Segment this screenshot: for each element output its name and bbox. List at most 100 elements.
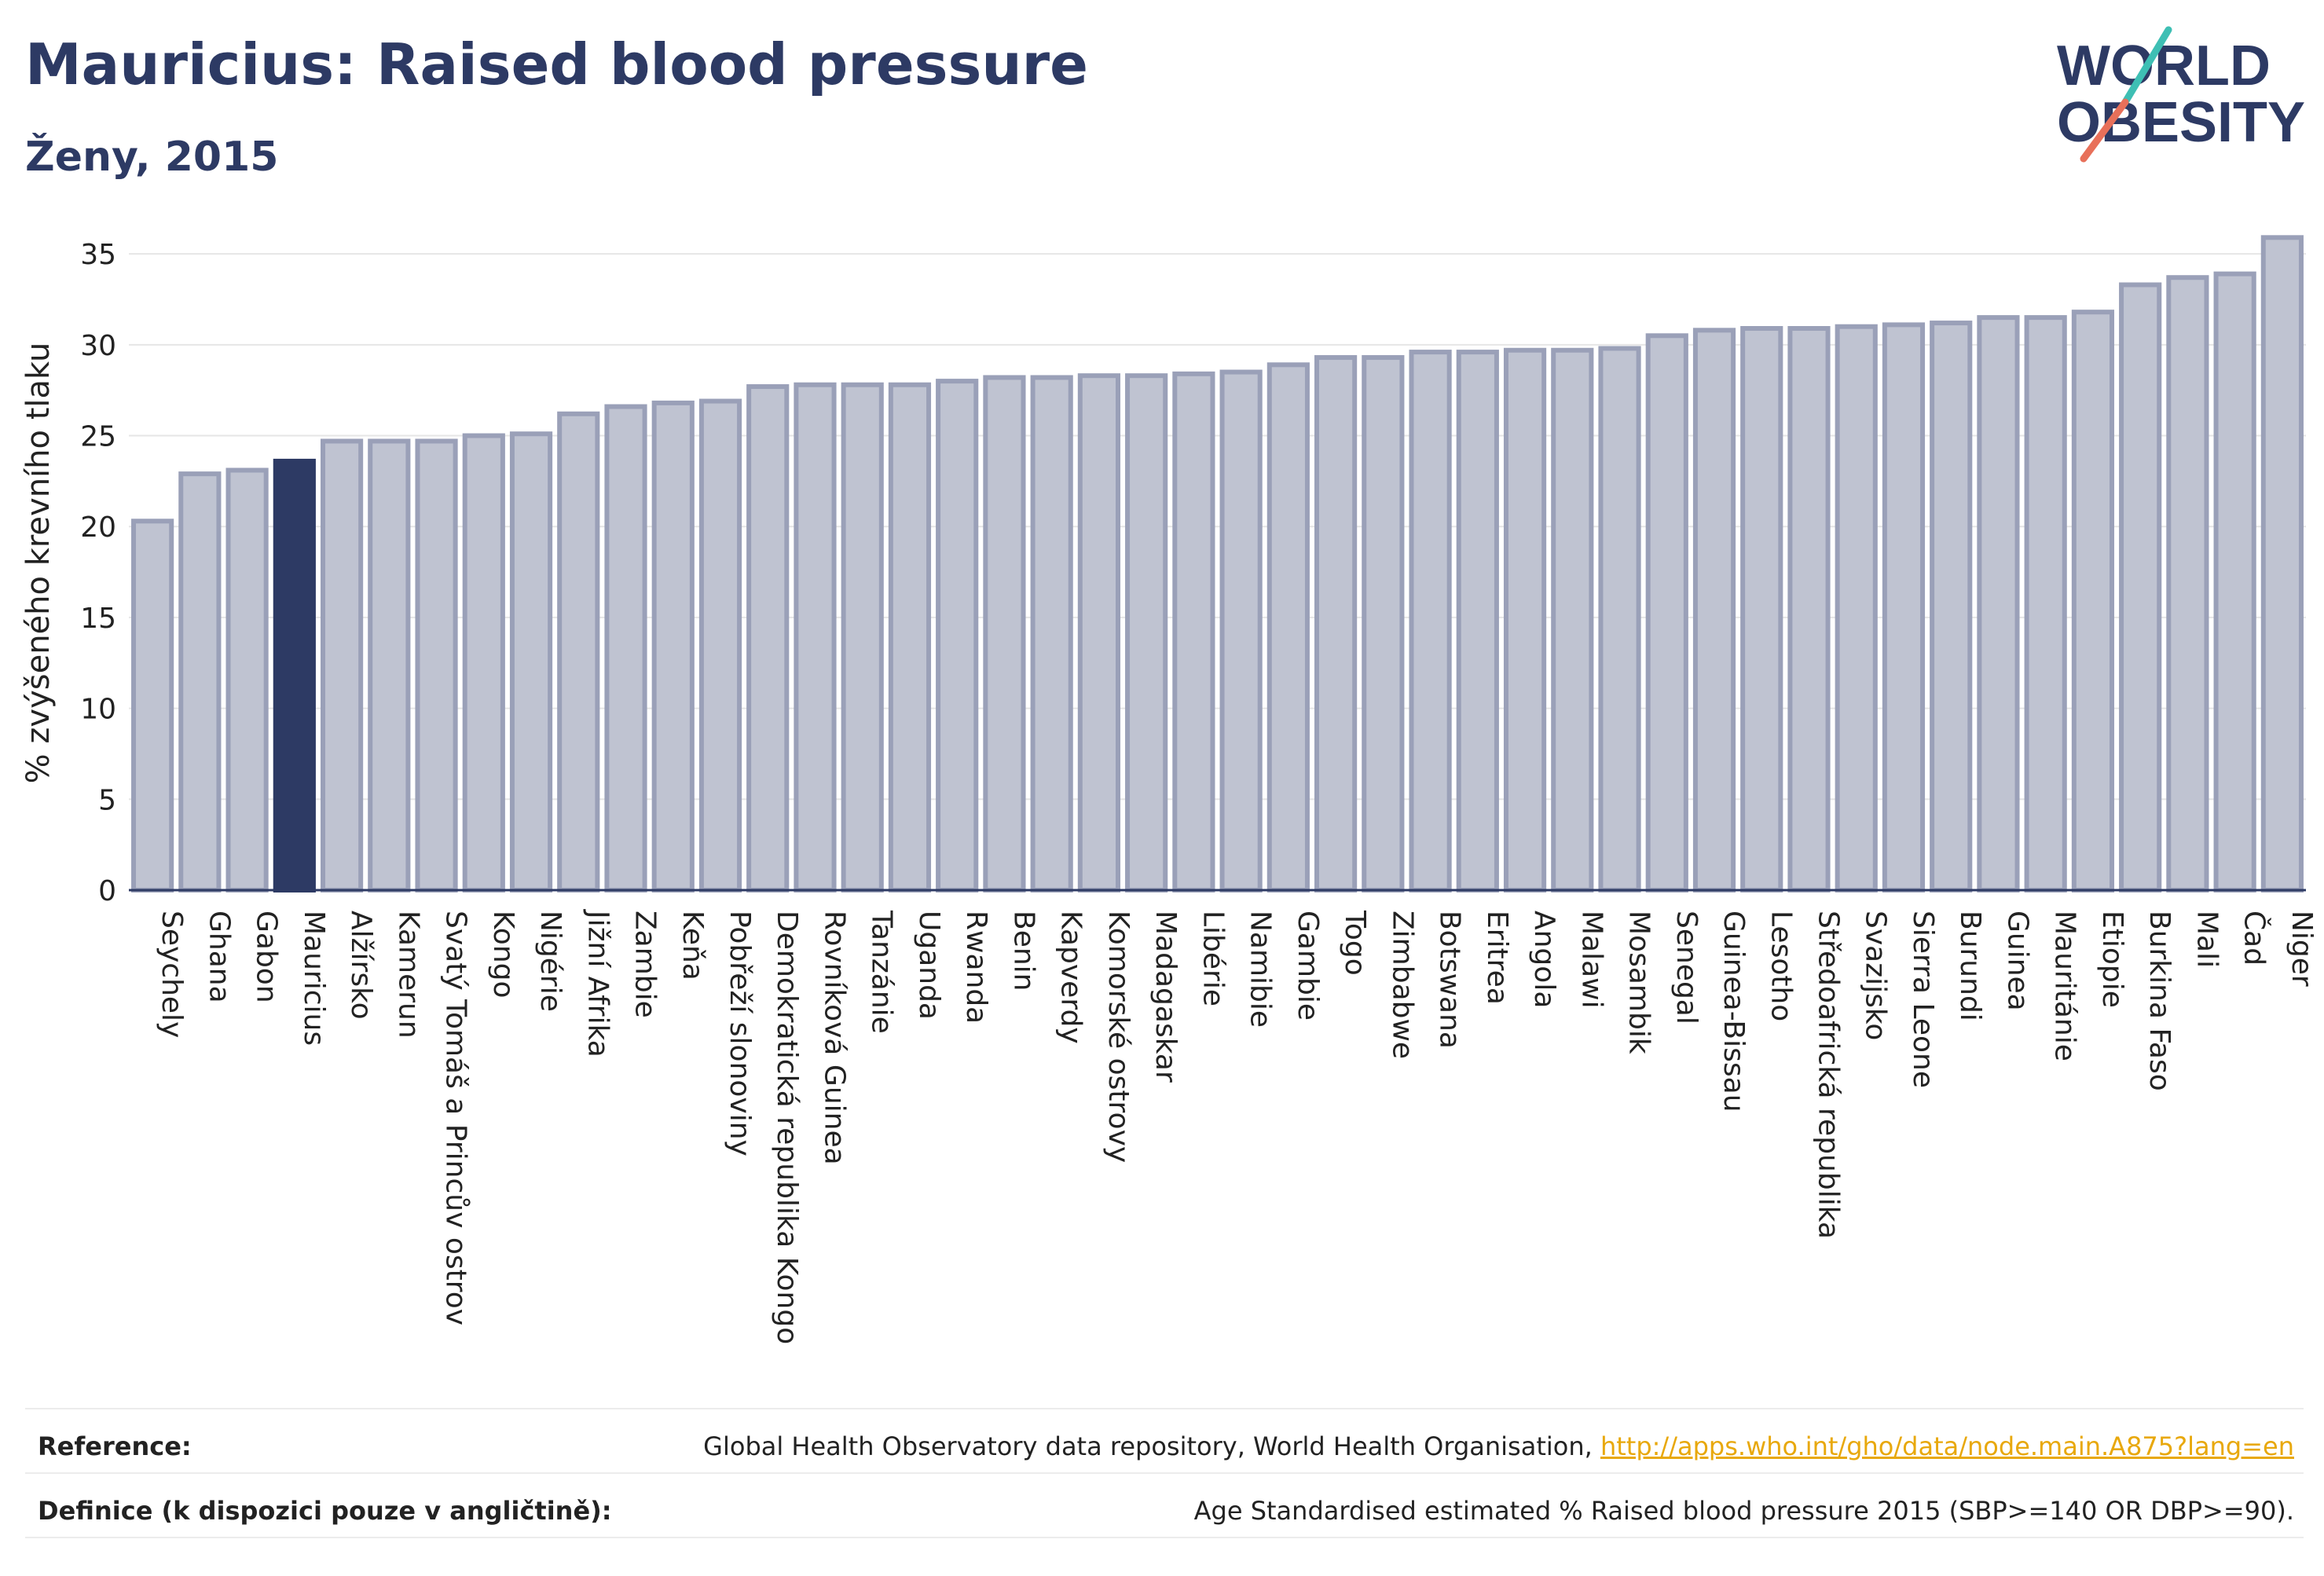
x-tick-label: Guinea	[2001, 911, 2033, 1011]
bar	[557, 411, 600, 892]
x-tick-label: Namibie	[1244, 911, 1277, 1028]
definition-text: Age Standardised estimated % Raised bloo…	[1193, 1496, 2294, 1526]
bar	[2213, 271, 2256, 892]
y-tick-label: 35	[80, 239, 116, 271]
bar	[604, 404, 647, 892]
x-tick-label: Kongo	[487, 911, 519, 999]
bar	[462, 433, 505, 892]
x-tick-label: Seychely	[156, 911, 188, 1038]
x-tick-label: Togo	[1339, 910, 1371, 976]
x-tick-label: Kamerun	[392, 911, 424, 1039]
bar	[841, 382, 884, 892]
bar	[1266, 362, 1310, 892]
x-tick-label: Zambie	[629, 911, 662, 1018]
bar	[1125, 373, 1168, 892]
page-subtitle: Ženy, 2015	[25, 134, 279, 181]
bar	[1740, 326, 1783, 892]
bar	[415, 438, 458, 892]
bar	[651, 400, 695, 892]
x-tick-label: Lesotho	[1765, 911, 1797, 1021]
x-tick-label: Mali	[2190, 911, 2223, 968]
bar	[1219, 369, 1263, 892]
x-tick-label: Libérie	[1197, 911, 1229, 1006]
y-tick-label: 30	[80, 330, 116, 362]
bar	[1409, 350, 1452, 893]
x-tick-label: Demokratická republika Kongo	[771, 911, 803, 1344]
x-tick-label: Burundi	[1954, 911, 1986, 1021]
bar	[1645, 333, 1688, 892]
bar	[1835, 324, 1878, 892]
reference-link[interactable]: http://apps.who.int/gho/data/node.main.A…	[1600, 1431, 2294, 1461]
reference-label: Reference:	[38, 1431, 192, 1461]
x-tick-label: Etiopie	[2096, 911, 2128, 1008]
x-tick-label: Svazijsko	[1860, 911, 1892, 1040]
x-tick-label: Sierra Leone	[1907, 911, 1939, 1088]
bar	[983, 375, 1026, 892]
bar	[1172, 371, 1215, 893]
bar	[1077, 373, 1120, 892]
bar	[746, 384, 790, 892]
bar	[936, 379, 979, 893]
bar	[1882, 322, 1926, 892]
bar	[1787, 326, 1831, 892]
x-tick-label: Mauritánie	[2049, 911, 2081, 1061]
bar	[888, 382, 932, 892]
logo-line1: WORLD	[2057, 35, 2271, 97]
footer-divider-top	[25, 1408, 2304, 1409]
bar	[2260, 235, 2304, 892]
reference-value: Global Health Observatory data repositor…	[703, 1431, 2294, 1461]
x-tick-label: Senegal	[1670, 911, 1703, 1024]
bar-chart: 0 5 10 15 20 25 30 35 % zvýšeného krevního tlaku…	[20, 235, 2318, 1344]
x-tick-label: Čad	[2238, 911, 2271, 966]
bar	[1314, 355, 1358, 892]
x-tick-label: Mauricius	[298, 911, 330, 1046]
bar	[1030, 375, 1073, 892]
x-tick-label: Gabon	[251, 911, 283, 1003]
bar	[178, 471, 222, 892]
bar	[368, 438, 411, 892]
bar	[1977, 315, 2020, 892]
y-tick-label: 20	[80, 511, 116, 544]
x-tick-label: Zimbabwe	[1386, 911, 1418, 1059]
x-tick-label: Eritrea	[1481, 911, 1513, 1005]
y-tick-label: 25	[80, 421, 116, 453]
x-tick-label: Niger	[2286, 911, 2318, 987]
x-tick-label: Pobřeží slonoviny	[724, 911, 756, 1156]
bar	[1551, 347, 1594, 892]
logo-accent-teal	[2121, 26, 2172, 106]
x-tick-label: Uganda	[913, 911, 945, 1020]
definition-label: Definice (k dispozici pouze v angličtině…	[38, 1496, 612, 1526]
y-tick-label: 15	[80, 603, 116, 635]
bar	[1503, 347, 1547, 892]
bar	[1692, 328, 1736, 893]
bar	[1362, 355, 1405, 892]
y-tick-label: 0	[98, 875, 116, 907]
page-title: Mauricius: Raised blood pressure	[25, 31, 1088, 97]
bar	[320, 438, 364, 892]
x-tick-label: Kapverdy	[1055, 911, 1087, 1044]
bar	[1598, 346, 1641, 892]
y-axis-label: % zvýšeného krevního tlaku	[20, 343, 57, 784]
x-tick-label: Alžírsko	[345, 911, 377, 1020]
bar	[2166, 275, 2209, 893]
x-tick-label: Středoafrická republika	[1812, 911, 1844, 1239]
x-tick-label: Rovníková Guinea	[818, 911, 850, 1165]
bar	[509, 431, 553, 892]
x-tick-label: Madagaskar	[1149, 911, 1182, 1083]
footer-divider-middle	[25, 1472, 2304, 1474]
x-tick-label: Benin	[1007, 911, 1039, 991]
x-tick-label: Nigérie	[534, 911, 566, 1012]
world-obesity-logo: WORLD OBESITY	[2057, 26, 2305, 163]
x-tick-label: Burkina Faso	[2143, 911, 2176, 1091]
x-tick-label: Komorské ostrovy	[1102, 911, 1135, 1163]
bar	[1930, 321, 1973, 893]
bar	[2119, 282, 2162, 893]
bar	[794, 382, 837, 892]
x-tick-label: Svatý Tomáš a Princův ostrov	[440, 911, 472, 1325]
x-tick-label: Malawi	[1575, 911, 1607, 1009]
logo-accent-coral	[2080, 98, 2129, 163]
x-tick-label: Angola	[1528, 911, 1560, 1008]
x-tick-label: Guinea-Bissau	[1717, 911, 1750, 1112]
y-tick-label: 5	[98, 784, 116, 816]
x-tick-label: Gambie	[1292, 911, 1324, 1021]
